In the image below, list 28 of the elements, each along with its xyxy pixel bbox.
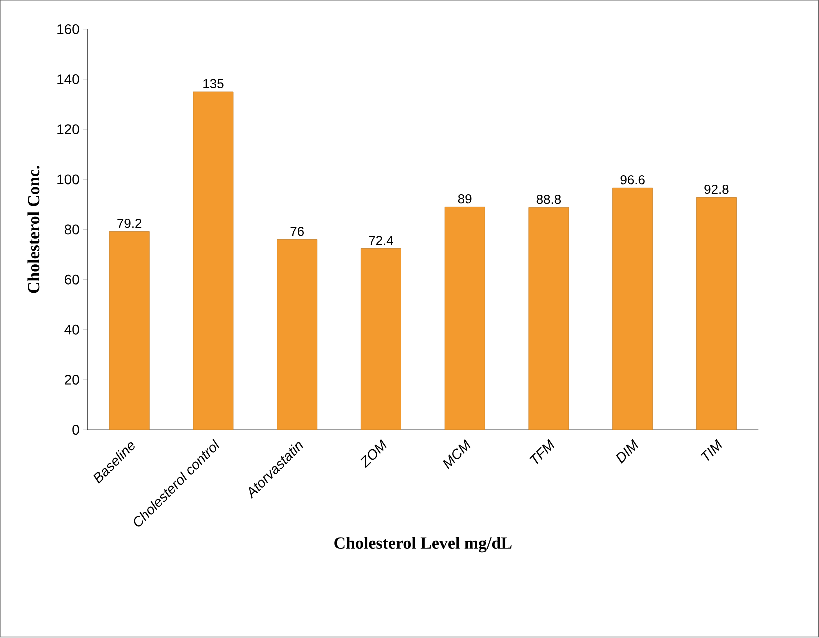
data-label: 89: [458, 194, 472, 204]
y-tick-label: 160: [58, 24, 80, 35]
bar: [612, 188, 654, 430]
bar: [193, 92, 234, 430]
data-label: 72.4: [369, 236, 394, 246]
y-tick-label: 40: [64, 325, 80, 335]
data-label: 92.8: [704, 185, 729, 194]
y-tick-label: 100: [58, 174, 80, 185]
y-tick-label: 140: [58, 74, 80, 85]
y-tick-label: 20: [65, 375, 80, 386]
y-tick-label: 120: [58, 124, 80, 135]
bar: [696, 198, 737, 430]
y-tick-label: 80: [64, 224, 80, 235]
data-label: 79.2: [118, 219, 142, 228]
y-tick-label: 0: [72, 425, 80, 436]
x-axis-title: Cholesterol Level mg/dL: [334, 537, 512, 553]
bar: [109, 232, 150, 430]
x-tick-label: TIM: [700, 439, 722, 462]
bar: [528, 208, 570, 430]
bar: [360, 248, 402, 430]
bar: [277, 240, 318, 430]
data-label: 76: [290, 227, 304, 236]
data-label: 88.8: [536, 195, 562, 204]
y-axis-title: Cholesterol Conc.: [28, 166, 40, 294]
y-tick-label: 60: [65, 274, 80, 285]
data-label: 135: [204, 79, 224, 89]
data-label: 96.6: [620, 176, 645, 185]
bar: [444, 207, 486, 430]
